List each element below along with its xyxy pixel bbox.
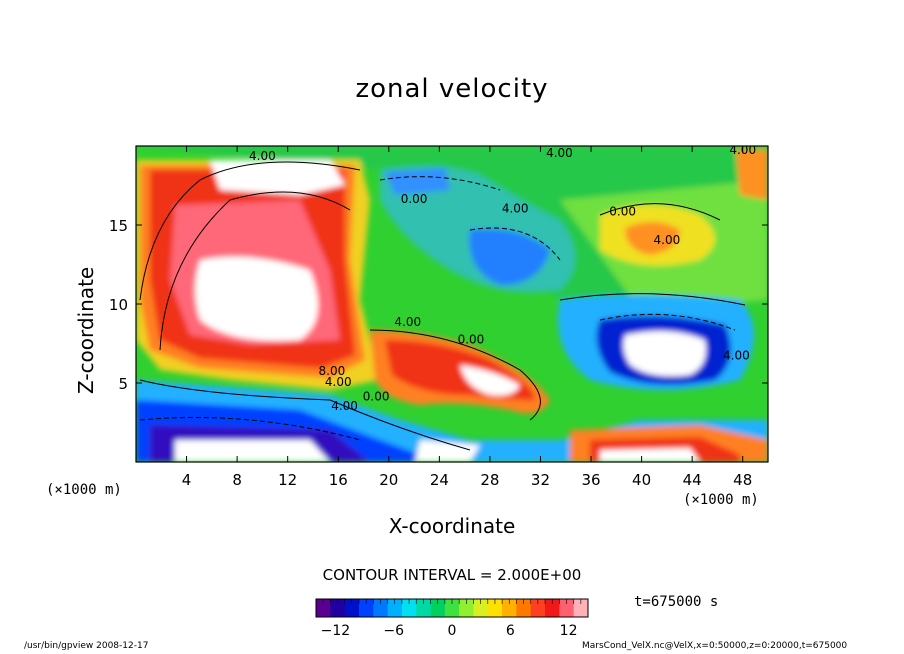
x-tick-label: 48: [733, 471, 752, 489]
colorbar-swatch: [430, 599, 446, 617]
y-axis-label: Z-coordinate: [74, 266, 98, 394]
x-tick-label: 12: [278, 471, 297, 489]
time-label: t=675000 s: [634, 594, 719, 610]
x-tick-label: 16: [329, 471, 348, 489]
colorbar-tick-label: −6: [383, 623, 404, 639]
colorbar-tick-label: −12: [321, 623, 351, 639]
colorbar-swatch: [473, 599, 489, 617]
colorbar-swatch: [401, 599, 417, 617]
colorbar-swatch: [545, 599, 560, 617]
colorbar-swatch: [358, 599, 374, 617]
contour-label: 4.00: [325, 375, 352, 389]
footer-left: /usr/bin/gpview 2008-12-17: [24, 641, 149, 651]
chart-title: zonal velocity: [355, 74, 549, 104]
x-unit-label: (×1000 m): [46, 482, 122, 498]
x-axis-label-text: X-coordinate: [388, 514, 516, 538]
contour-label: 8.00: [319, 364, 346, 378]
x-tick-label: 8: [232, 471, 242, 489]
colorbar-swatch: [573, 599, 589, 617]
x-tick-label: 36: [581, 471, 600, 489]
x-tick-label: 32: [531, 471, 550, 489]
colorbar-swatch: [559, 599, 575, 617]
colorbar-swatch: [344, 599, 360, 617]
contour-label: 4.00: [394, 315, 421, 329]
colorbar-tick-label: 6: [506, 623, 515, 639]
colorbar-swatch: [459, 599, 474, 617]
x-tick-label: 24: [430, 471, 449, 489]
colorbar-swatch: [487, 599, 503, 617]
colorbar-frame: [315, 598, 589, 618]
contour-label: 4.00: [249, 149, 276, 163]
colorbar-swatch: [444, 599, 460, 617]
contour-label: 0.00: [609, 205, 636, 219]
colorbar-swatch: [516, 599, 532, 617]
x-tick-label: 40: [632, 471, 651, 489]
colorbar-tick-label: 0: [448, 623, 457, 639]
contour-label: 0.00: [401, 192, 428, 206]
y-tick-label: 5: [118, 375, 128, 393]
colorbar-swatch: [387, 599, 403, 617]
colorbar-swatch: [330, 599, 346, 617]
contour-interval-label: CONTOUR INTERVAL = 2.000E+00: [322, 566, 582, 584]
x-tick-label: 44: [683, 471, 702, 489]
contour-label: 0.00: [363, 389, 390, 403]
contour-label: 4.00: [502, 201, 529, 215]
contour-label: 4.00: [546, 146, 573, 160]
colorbar-swatch: [416, 599, 432, 617]
contour-label: 4.00: [331, 399, 358, 413]
colorbar-swatch: [530, 599, 546, 617]
y-unit-label: (×1000 m): [683, 492, 759, 508]
x-tick-label: 28: [480, 471, 499, 489]
colorbar-swatch: [373, 599, 389, 617]
contour-label: 4.00: [654, 233, 681, 247]
y-tick-label: 10: [109, 296, 128, 314]
colorbar-swatch: [316, 599, 331, 617]
x-tick-label: 4: [182, 471, 192, 489]
colorbar-tick-label: 12: [560, 623, 578, 639]
heatmap-field: 4.00 4.00 4.00 0.00 4.00 0.00 4.00 4.00 0.00 8.00…: [136, 146, 768, 462]
y-tick-label: 15: [109, 217, 128, 235]
footer-right: MarsCond_VelX.nc@VelX,x=0:50000,z=0:2000…: [582, 641, 848, 651]
x-axis-label: X-coordinate: [0, 514, 904, 538]
colorbar-swatch: [502, 599, 517, 617]
x-tick-label: 20: [379, 471, 398, 489]
contour-label: 0.00: [458, 333, 485, 347]
contour-label: 4.00: [723, 348, 750, 362]
